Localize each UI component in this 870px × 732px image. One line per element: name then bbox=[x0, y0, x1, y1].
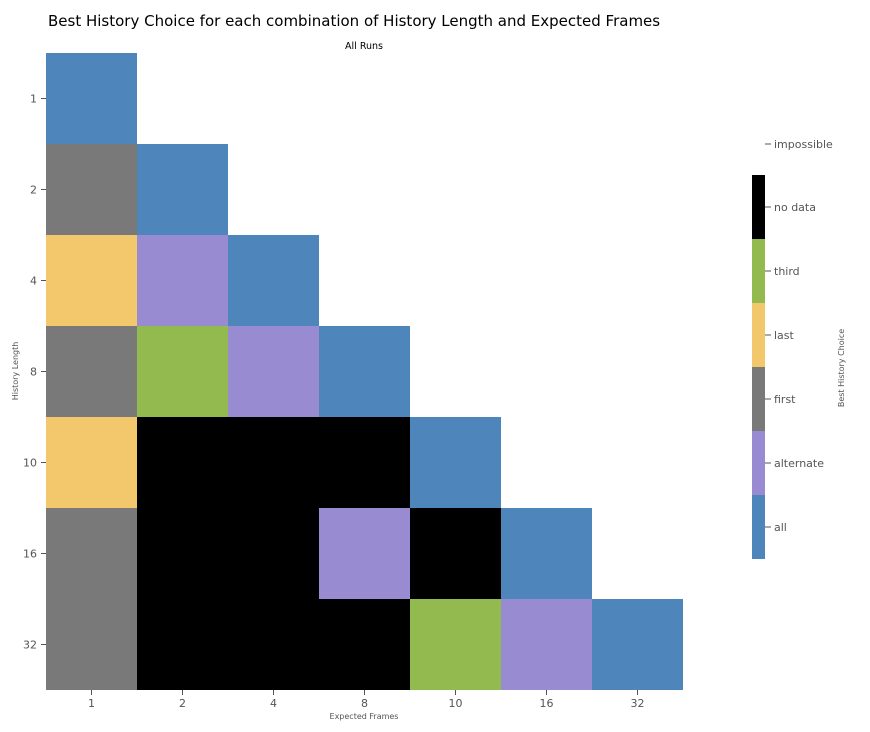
heatmap-cell bbox=[410, 599, 501, 690]
y-axis-title: History Length bbox=[11, 342, 20, 401]
legend-label: alternate bbox=[774, 457, 824, 470]
heatmap-cell bbox=[46, 417, 137, 508]
legend-label: all bbox=[774, 521, 787, 534]
legend: impossible no data third last first alternat… bbox=[752, 138, 833, 559]
x-tick-label: 16 bbox=[540, 697, 554, 710]
heatmap-cell bbox=[46, 599, 137, 690]
heatmap-cell bbox=[228, 235, 319, 326]
heatmap-cell bbox=[46, 508, 137, 599]
legend-label: third bbox=[774, 265, 800, 278]
chart-subtitle: All Runs bbox=[345, 41, 383, 52]
heatmap-cell bbox=[228, 326, 319, 417]
y-axis: 1 2 4 8 10 16 32 bbox=[23, 93, 46, 652]
heatmap-cell bbox=[46, 326, 137, 417]
legend-label: first bbox=[774, 393, 796, 406]
legend-swatch bbox=[752, 495, 765, 559]
x-axis-title: Expected Frames bbox=[330, 712, 399, 721]
heatmap-cell bbox=[592, 599, 683, 690]
x-axis: 1 2 4 8 10 16 32 bbox=[88, 690, 645, 710]
x-tick-label: 32 bbox=[631, 697, 645, 710]
y-tick-label: 8 bbox=[30, 366, 37, 379]
heatmap-cell bbox=[46, 53, 137, 144]
legend-swatch bbox=[752, 303, 765, 367]
legend-label: no data bbox=[774, 201, 816, 214]
heatmap-cell bbox=[137, 326, 228, 417]
heatmap-cell bbox=[319, 326, 410, 417]
y-tick-label: 16 bbox=[23, 548, 37, 561]
legend-label-impossible: impossible bbox=[774, 138, 833, 151]
y-tick-label: 4 bbox=[30, 275, 37, 288]
heatmap-cell bbox=[137, 599, 228, 690]
legend-swatch bbox=[752, 367, 765, 431]
heatmap-cell bbox=[137, 235, 228, 326]
x-tick-label: 2 bbox=[179, 697, 186, 710]
heatmap-cell bbox=[137, 417, 228, 508]
heatmap-cell bbox=[501, 599, 592, 690]
heatmap-cell bbox=[46, 144, 137, 235]
legend-swatch bbox=[752, 239, 765, 303]
y-tick-label: 32 bbox=[23, 639, 37, 652]
heatmap-cell bbox=[319, 508, 410, 599]
legend-title: Best History Choice bbox=[837, 329, 846, 407]
heatmap-cell bbox=[228, 508, 319, 599]
x-tick-label: 8 bbox=[361, 697, 368, 710]
x-tick-label: 10 bbox=[449, 697, 463, 710]
heatmap-cell bbox=[228, 599, 319, 690]
heatmap-cell bbox=[410, 417, 501, 508]
x-tick-label: 1 bbox=[88, 697, 95, 710]
chart-title: Best History Choice for each combination… bbox=[48, 12, 660, 30]
heatmap-cell bbox=[137, 144, 228, 235]
y-tick-label: 10 bbox=[23, 457, 37, 470]
x-tick-label: 4 bbox=[270, 697, 277, 710]
heatmap-cell bbox=[501, 508, 592, 599]
legend-swatch bbox=[752, 431, 765, 495]
heatmap-cell bbox=[228, 417, 319, 508]
legend-label: last bbox=[774, 329, 795, 342]
heatmap-cell bbox=[410, 508, 501, 599]
heatmap-cells bbox=[46, 53, 683, 690]
heatmap-cell bbox=[137, 508, 228, 599]
heatmap-cell bbox=[46, 235, 137, 326]
y-tick-label: 1 bbox=[30, 93, 37, 106]
y-tick-label: 2 bbox=[30, 184, 37, 197]
heatmap-cell bbox=[319, 599, 410, 690]
heatmap-cell bbox=[319, 417, 410, 508]
legend-swatch bbox=[752, 175, 765, 239]
